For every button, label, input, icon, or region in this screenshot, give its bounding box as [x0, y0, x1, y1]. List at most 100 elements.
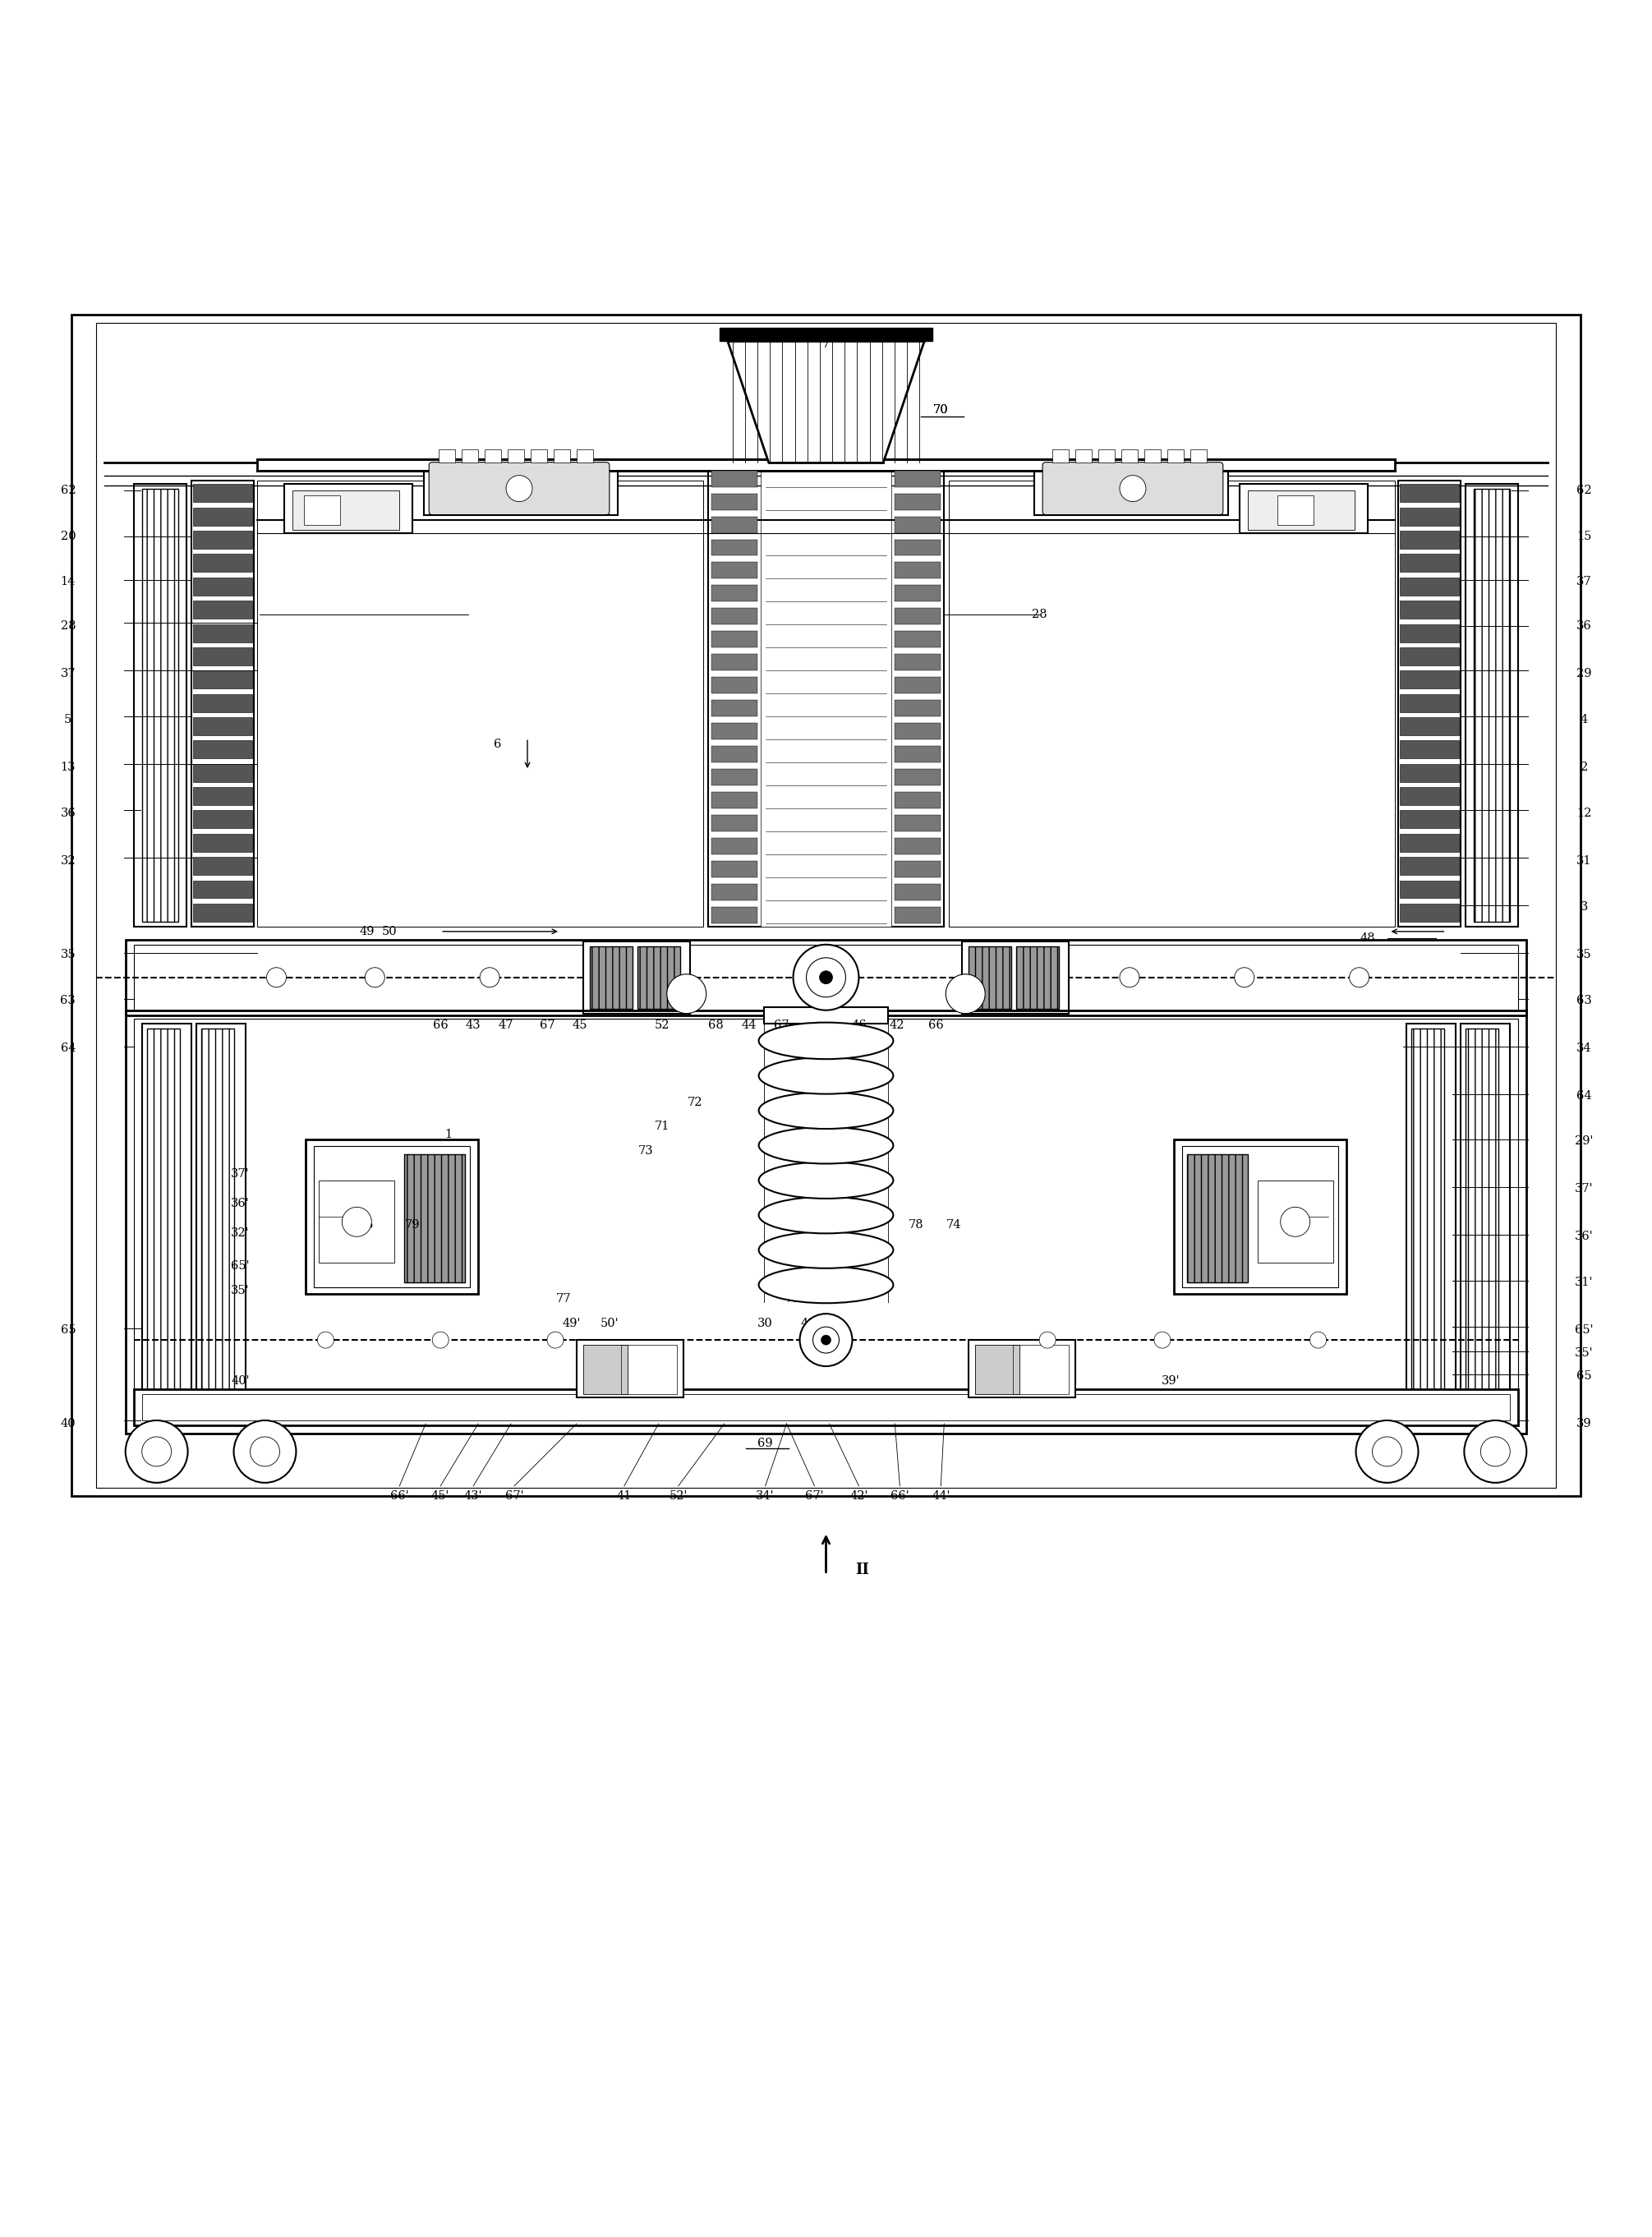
- Bar: [256, 459, 1396, 470]
- Bar: [530, 450, 547, 463]
- Text: 13: 13: [61, 761, 76, 774]
- Text: 49: 49: [358, 926, 375, 937]
- Text: 34: 34: [1576, 1042, 1591, 1054]
- Bar: [895, 884, 942, 899]
- Text: 45: 45: [572, 1020, 588, 1031]
- Bar: [439, 450, 456, 463]
- Circle shape: [1464, 1420, 1526, 1483]
- Text: 3: 3: [1579, 902, 1588, 913]
- Bar: [193, 718, 251, 736]
- Bar: [638, 946, 681, 1009]
- Text: 45': 45': [431, 1490, 449, 1501]
- Text: 1: 1: [444, 1130, 453, 1141]
- Circle shape: [1373, 1436, 1403, 1465]
- Text: 2: 2: [1581, 761, 1588, 774]
- Bar: [895, 470, 942, 488]
- Bar: [1465, 1029, 1498, 1412]
- Bar: [134, 1018, 1518, 1425]
- Bar: [193, 881, 251, 899]
- Bar: [134, 1389, 1518, 1425]
- Bar: [134, 944, 1518, 1011]
- Polygon shape: [719, 327, 933, 340]
- Text: 7: 7: [823, 338, 829, 349]
- Text: 39: 39: [1576, 1418, 1591, 1429]
- Bar: [710, 700, 757, 716]
- Circle shape: [233, 1420, 296, 1483]
- Text: 36': 36': [1574, 1230, 1593, 1242]
- Text: 73: 73: [638, 1145, 653, 1157]
- Bar: [147, 1029, 180, 1412]
- Bar: [961, 942, 1069, 1013]
- Bar: [895, 861, 942, 877]
- Bar: [1183, 1145, 1338, 1289]
- Bar: [405, 1154, 466, 1282]
- Bar: [1401, 508, 1459, 526]
- Bar: [1474, 488, 1510, 922]
- Bar: [710, 631, 757, 649]
- Bar: [710, 839, 757, 855]
- Text: 40: 40: [61, 1418, 76, 1429]
- Text: 50: 50: [382, 926, 396, 937]
- Text: 34': 34': [757, 1490, 775, 1501]
- Bar: [1099, 450, 1115, 463]
- Bar: [425, 459, 618, 515]
- Bar: [1016, 946, 1059, 1009]
- Text: 6: 6: [494, 738, 502, 749]
- Circle shape: [342, 1208, 372, 1237]
- Bar: [463, 450, 477, 463]
- Text: 65': 65': [231, 1259, 249, 1273]
- Bar: [760, 463, 892, 926]
- Bar: [306, 1141, 477, 1293]
- Text: 37': 37': [1574, 1183, 1593, 1195]
- Text: 31': 31': [1574, 1277, 1593, 1289]
- Text: 65': 65': [1574, 1324, 1593, 1335]
- Text: 31: 31: [1576, 855, 1591, 866]
- Circle shape: [1234, 969, 1254, 987]
- Text: 36: 36: [61, 808, 76, 819]
- Bar: [710, 561, 757, 579]
- Bar: [895, 653, 942, 671]
- Bar: [193, 810, 251, 828]
- Bar: [304, 494, 340, 526]
- Bar: [1401, 834, 1459, 852]
- Bar: [895, 608, 942, 624]
- Ellipse shape: [758, 1092, 894, 1130]
- Ellipse shape: [758, 1197, 894, 1233]
- Bar: [1401, 483, 1459, 503]
- Text: 70: 70: [933, 405, 948, 416]
- Text: 69: 69: [758, 1438, 773, 1450]
- Bar: [134, 483, 187, 926]
- Bar: [1052, 450, 1069, 463]
- Bar: [710, 586, 757, 602]
- Circle shape: [1350, 969, 1370, 987]
- Text: 20: 20: [61, 530, 76, 541]
- Bar: [1401, 602, 1459, 620]
- Bar: [553, 450, 570, 463]
- Bar: [895, 586, 942, 602]
- Bar: [710, 494, 757, 510]
- Bar: [1401, 881, 1459, 899]
- Bar: [1401, 810, 1459, 828]
- Bar: [621, 1344, 677, 1394]
- Bar: [1175, 1141, 1346, 1293]
- Bar: [710, 770, 757, 785]
- Circle shape: [1280, 1208, 1310, 1237]
- Text: 47: 47: [499, 1020, 514, 1031]
- Bar: [1401, 577, 1459, 595]
- Circle shape: [806, 957, 846, 998]
- Bar: [1401, 624, 1459, 642]
- Bar: [895, 814, 942, 832]
- Text: 49': 49': [562, 1318, 582, 1329]
- Circle shape: [800, 1313, 852, 1367]
- Bar: [895, 678, 942, 693]
- Text: 79: 79: [405, 1219, 420, 1230]
- Bar: [1401, 693, 1459, 711]
- Bar: [968, 1340, 1075, 1398]
- Bar: [763, 1007, 889, 1022]
- Bar: [710, 723, 757, 740]
- Text: 36': 36': [231, 1199, 249, 1210]
- Text: 62: 62: [1576, 485, 1591, 497]
- Bar: [193, 646, 251, 664]
- Text: 66: 66: [928, 1020, 943, 1031]
- Bar: [126, 940, 1526, 1016]
